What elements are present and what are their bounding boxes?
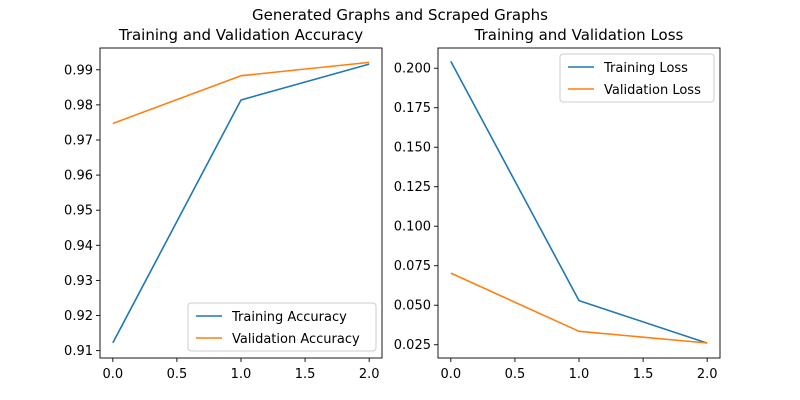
accuracy-x-tick-label: 2.0: [359, 367, 380, 382]
loss-y-tick-label: 0.075: [394, 259, 431, 274]
figure-suptitle: Generated Graphs and Scraped Graphs: [252, 6, 548, 24]
loss-x-tick-label: 1.5: [633, 367, 654, 382]
loss-series-line-training: [450, 61, 708, 344]
loss-x-tick-label: 0.5: [505, 367, 526, 382]
accuracy-series-line-training: [112, 63, 370, 344]
loss-series-line-validation: [450, 272, 708, 344]
accuracy-y-tick-label: 0.97: [64, 133, 93, 148]
accuracy-y-tick-label: 0.95: [64, 204, 93, 219]
accuracy-x-tick-label: 0.0: [102, 367, 123, 382]
accuracy-y-tick-label: 0.91: [64, 344, 93, 359]
accuracy-legend-box: [187, 302, 377, 352]
accuracy-x-tick-label: 1.5: [295, 367, 316, 382]
loss-x-tick-label: 2.0: [697, 367, 718, 382]
loss-legend-label-training: Training Loss: [603, 61, 688, 76]
accuracy-legend-label-training: Training Accuracy: [231, 310, 347, 325]
accuracy-x-tick-label: 0.5: [167, 367, 188, 382]
accuracy-y-tick-label: 0.92: [64, 309, 93, 324]
accuracy-chart: Training and Validation Accuracy 0.0 0.5 1…: [64, 26, 383, 382]
accuracy-chart-title: Training and Validation Accuracy: [118, 26, 363, 44]
loss-x-tick-label: 1.0: [569, 367, 590, 382]
loss-y-tick-label: 0.150: [394, 141, 431, 156]
loss-y-tick-label: 0.175: [394, 101, 431, 116]
loss-y-tick-label: 0.050: [394, 299, 431, 314]
loss-y-tick-label: 0.100: [394, 220, 431, 235]
accuracy-series-line-validation: [112, 61, 370, 125]
accuracy-y-tick-label: 0.98: [64, 98, 93, 113]
accuracy-y-tick-label: 0.99: [64, 63, 93, 78]
loss-x-tick-label: 0.0: [440, 367, 461, 382]
loss-chart-title: Training and Validation Loss: [474, 26, 684, 44]
accuracy-y-tick-label: 0.93: [64, 274, 93, 289]
loss-y-tick-label: 0.200: [394, 62, 431, 77]
accuracy-y-tick-label: 0.94: [64, 239, 93, 254]
accuracy-y-tick-label: 0.96: [64, 169, 93, 184]
loss-legend-box: [559, 53, 715, 103]
loss-y-tick-label: 0.025: [394, 338, 431, 353]
loss-chart: Training and Validation Loss 0.0 0.5 1.0 1.…: [394, 26, 721, 382]
accuracy-x-tick-label: 1.0: [231, 367, 252, 382]
accuracy-legend-label-validation: Validation Accuracy: [232, 332, 360, 347]
loss-legend-label-validation: Validation Loss: [604, 83, 701, 98]
loss-y-tick-label: 0.125: [394, 180, 431, 195]
